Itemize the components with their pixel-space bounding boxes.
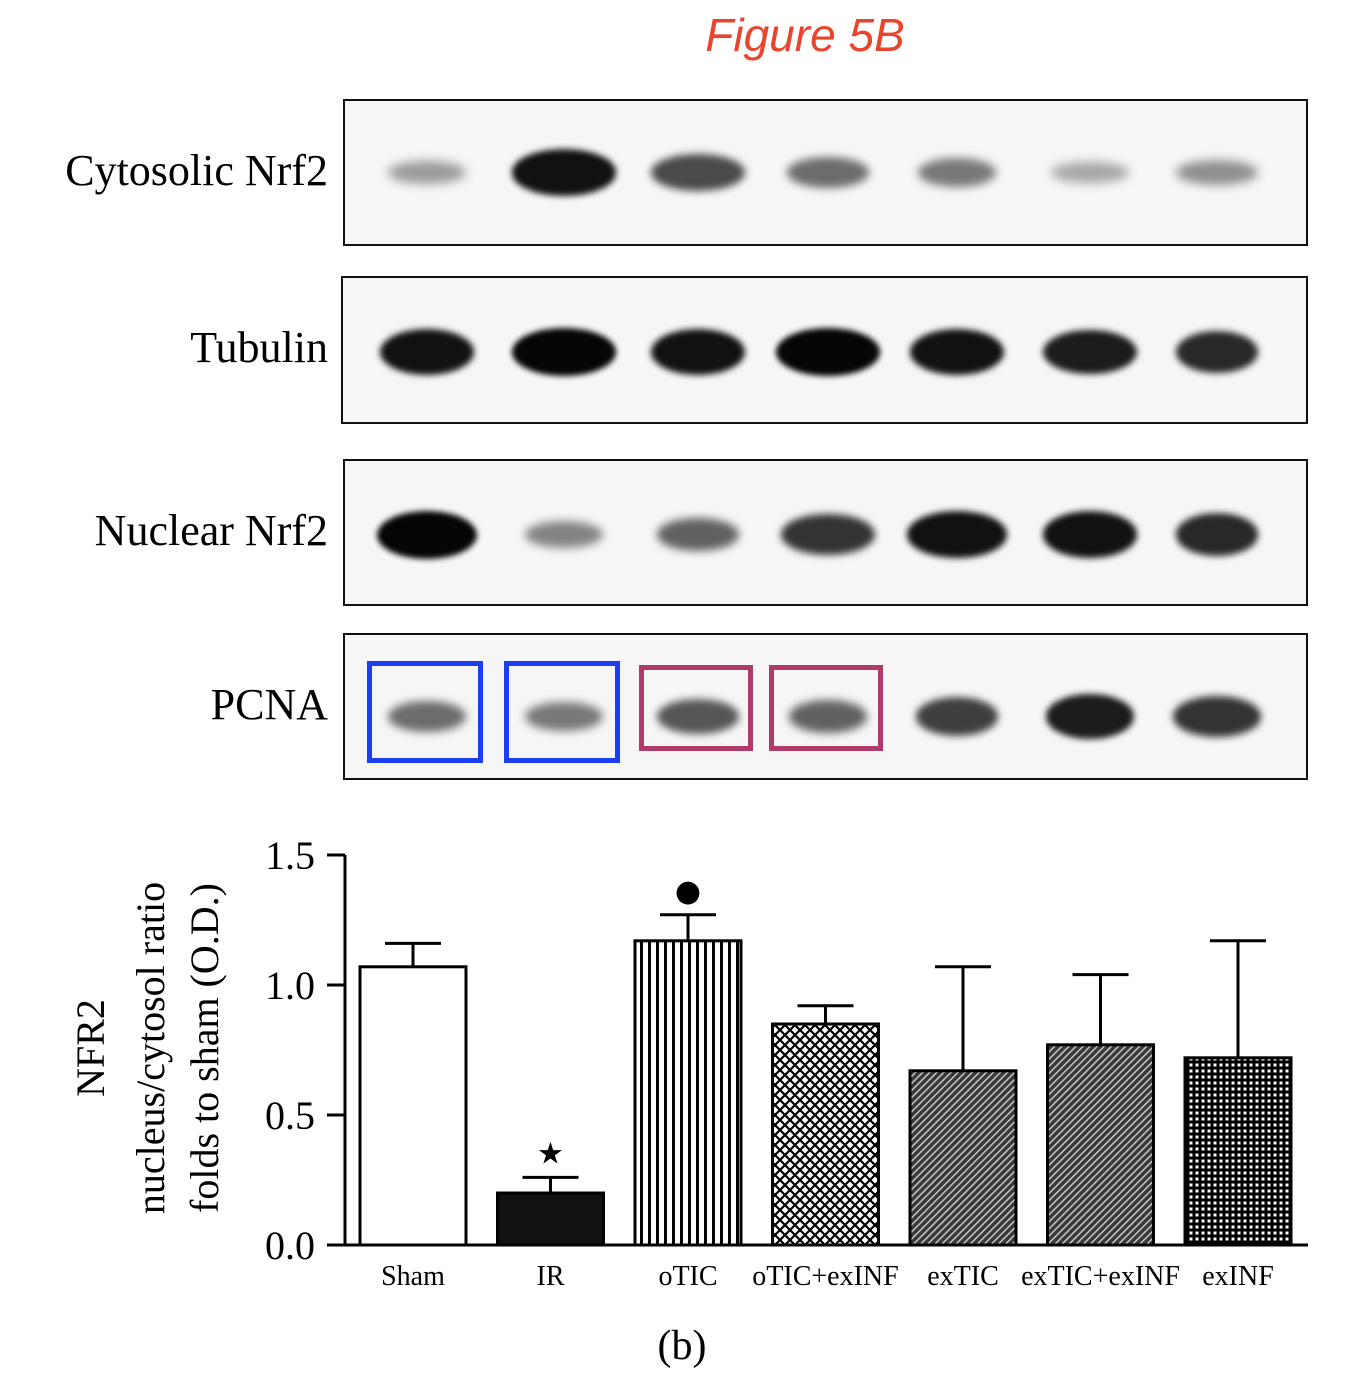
blot-band [656,518,740,551]
highlight-box [639,665,753,751]
blot-band [1043,329,1137,375]
y-axis-label-line: NFR2 [68,999,113,1097]
blot-panel [343,633,1308,780]
blot-band [775,328,881,376]
blot-band [1043,511,1137,558]
blot-band [1051,161,1129,184]
blot-band [1175,513,1259,556]
x-tick-label: IR [537,1261,565,1292]
blot-band [1175,330,1259,374]
blot-label: Nuclear Nrf2 [94,505,328,555]
blot-label: Cytosolic Nrf2 [65,145,328,195]
blot-band [1172,696,1262,737]
blot-band [651,154,745,191]
blot-band [511,328,617,376]
blot-band [1045,694,1135,739]
blot-band [915,697,999,736]
blot-band [525,520,603,549]
blot-band [525,702,603,731]
bar [1183,1056,1293,1247]
bar [496,1191,605,1247]
y-tick-label: 1.5 [265,833,315,878]
y-tick-label: 0.0 [265,1223,315,1268]
panel-label: (b) [657,1323,707,1369]
blot-band [388,160,466,185]
blot-panel [343,99,1308,246]
blot-band [910,328,1004,376]
blot-band [651,328,745,376]
blot-band [380,328,474,376]
bar [771,1022,880,1247]
bar [908,1069,1018,1247]
blot-band [786,157,870,188]
x-tick-label: oTIC+exINF [752,1261,898,1292]
blot-band [781,514,875,555]
x-tick-label: exTIC+exINF [1021,1261,1180,1292]
blot-band [907,511,1007,558]
bar [633,939,743,1247]
blot-band [377,510,477,559]
x-tick-label: oTIC [658,1261,717,1292]
bar [358,965,468,1247]
highlight-box [504,661,620,763]
x-tick-label: Sham [381,1261,445,1292]
blot-band [511,149,617,196]
x-tick-label: exINF [1202,1261,1274,1292]
y-tick-label: 1.0 [265,963,315,1008]
blot-label: PCNA [210,679,328,729]
bar [1046,1043,1155,1247]
y-axis-label-line: folds to sham (O.D.) [182,883,227,1213]
highlight-box [769,665,883,751]
x-tick-label: exTIC [927,1261,999,1292]
blot-label: Tubulin [190,323,328,372]
significance-marker: ● [675,874,701,909]
significance-marker: ★ [537,1136,564,1171]
y-axis-label-line: nucleus/cytosol ratio [128,882,173,1214]
blot-band [1175,159,1259,186]
blot-band [918,158,996,187]
highlight-box [367,661,483,763]
blot-panel [341,276,1308,424]
figure-title: Figure 5B [705,9,905,61]
y-tick-label: 0.5 [265,1093,315,1138]
blot-band [789,700,867,733]
blot-band [656,699,740,734]
blot-band [388,701,466,732]
blot-panel [343,459,1308,606]
